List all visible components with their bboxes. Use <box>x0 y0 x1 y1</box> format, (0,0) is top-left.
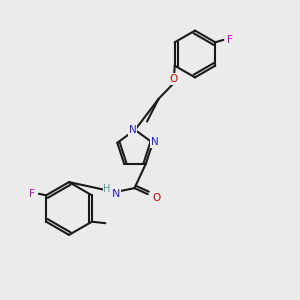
Text: F: F <box>29 189 35 199</box>
Text: O: O <box>169 74 177 84</box>
Text: H: H <box>103 184 111 194</box>
Text: O: O <box>152 193 160 203</box>
Text: F: F <box>227 35 233 45</box>
Text: N: N <box>112 189 120 199</box>
Text: N: N <box>151 137 159 147</box>
Text: N: N <box>129 125 136 135</box>
